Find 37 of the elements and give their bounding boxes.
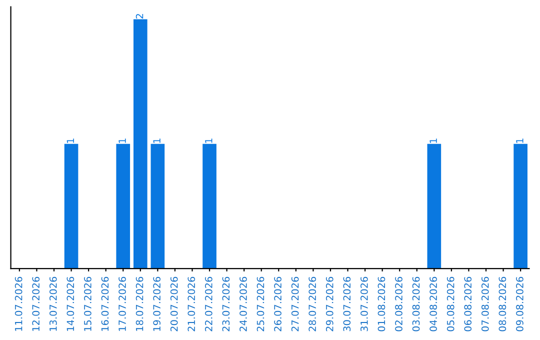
x-tick-label: 06.08.2026 [464, 276, 472, 332]
x-tick-label: 30.07.2026 [343, 276, 351, 332]
x-tick-label: 20.07.2026 [170, 276, 178, 332]
data-label: 1 [516, 138, 524, 143]
data-label: 2 [136, 14, 144, 19]
x-tick-label: 04.08.2026 [430, 276, 437, 332]
x-tick-label: 29.07.2026 [326, 276, 334, 332]
data-label: 1 [153, 138, 160, 143]
x-tick-label: 12.07.2026 [32, 276, 40, 331]
x-tick-label: 23.07.2026 [222, 276, 230, 332]
data-label: 1 [430, 138, 437, 143]
x-tick-label: 21.07.2026 [188, 276, 196, 332]
data-label: 1 [66, 138, 74, 143]
x-tick-label: 14.07.2026 [66, 276, 74, 331]
x-tick-label: 27.07.2026 [291, 276, 299, 332]
x-tick-label: 22.07.2026 [204, 276, 212, 332]
x-tick-label: 18.07.2026 [136, 276, 144, 331]
x-tick-label: 03.08.2026 [412, 276, 420, 332]
data-label: 1 [118, 138, 126, 143]
x-tick-label: 17.07.2026 [118, 276, 126, 331]
x-tick-label: 07.08.2026 [481, 276, 489, 332]
data-label: 1 [205, 138, 212, 143]
x-tick-label: 16.07.2026 [101, 276, 109, 331]
x-tick-label: 28.07.2026 [308, 276, 316, 332]
x-tick-label: 02.08.2026 [395, 276, 402, 332]
x-tick-label: 13.07.2026 [49, 276, 57, 331]
x-tick-label: 11.07.2026 [14, 276, 22, 331]
x-tick-label: 05.08.2026 [446, 276, 454, 332]
x-tick-label: 31.07.2026 [360, 276, 368, 332]
x-tick-label: 01.08.2026 [378, 276, 386, 332]
x-tick-label: 08.08.2026 [498, 276, 506, 332]
x-tick-label: 25.07.2026 [256, 276, 264, 332]
x-tick-label: 26.07.2026 [274, 276, 282, 332]
x-tick-label: 19.07.2026 [153, 276, 160, 331]
x-tick-label: 15.07.2026 [84, 276, 92, 331]
x-tick-label: 24.07.2026 [240, 276, 247, 332]
x-tick-label: 09.08.2026 [516, 276, 524, 332]
